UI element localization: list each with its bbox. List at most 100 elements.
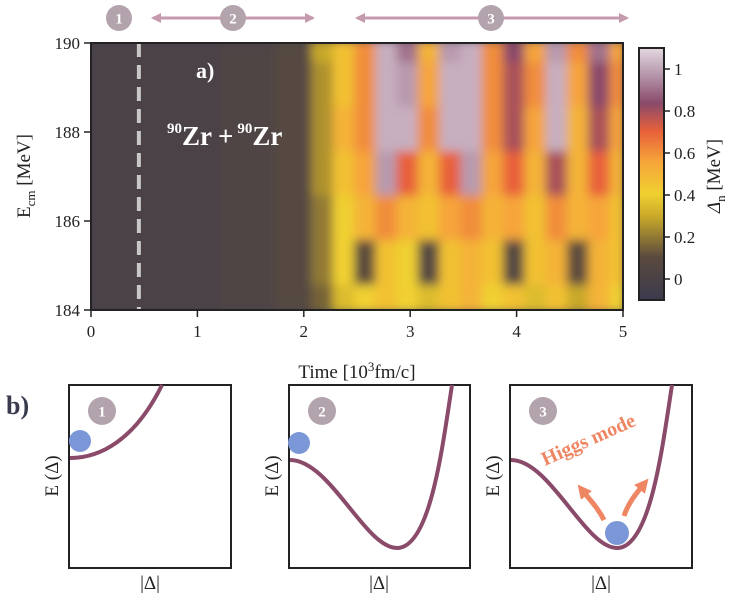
potential-panel-2: 2 |Δ| E (Δ): [262, 384, 471, 594]
heatmap-cell: [167, 284, 227, 310]
phase-1-state-ball: [69, 430, 91, 452]
colorbar-label-unit: [MeV]: [704, 139, 725, 195]
heatmap-cell: [114, 284, 174, 310]
heatmap-cells: [91, 43, 623, 310]
heatmap-cell: [221, 284, 281, 310]
reaction-mass-1: 90: [167, 121, 182, 137]
colorbar-tick-label: 0.6: [674, 144, 695, 163]
panel-b3-xlabel: |Δ|: [591, 573, 611, 594]
panel-b3-ylabel: E (Δ): [483, 455, 504, 496]
potential-panel-1: 1 |Δ| E (Δ): [42, 384, 232, 594]
phase-1-label: 1: [115, 12, 123, 28]
heatmap-cell: [114, 195, 174, 247]
heatmap-cell: [221, 106, 281, 158]
y-axis-label-sub: cm: [23, 190, 38, 206]
heatmap-cell: [114, 106, 174, 158]
heatmap-cell: [274, 284, 318, 310]
panel-b2-badge: [308, 397, 336, 425]
x-axis-label: Time [103fm/c]: [298, 359, 415, 383]
heatmap-cell: [274, 195, 318, 247]
x-axis-ticks: 0 1 2 3 4 5: [87, 310, 628, 341]
colorbar-gradient: [638, 47, 665, 301]
x-axis-label-sup: 3: [368, 359, 375, 374]
x-tick-label: 2: [300, 322, 309, 341]
heatmap-cell: [274, 106, 318, 158]
x-tick-label: 0: [87, 322, 96, 341]
colorbar-label: Δn [MeV]: [704, 139, 728, 214]
heatmap-cell: [609, 240, 623, 291]
colorbar-label-main: Δ: [704, 202, 725, 214]
y-axis-label: Ecm [MeV]: [14, 134, 38, 218]
heatmap-cell: [609, 195, 623, 247]
y-tick-label: 190: [55, 34, 81, 53]
panel-b1-badge: [88, 397, 116, 425]
reaction-element-2: Zr: [252, 121, 282, 151]
heatmap-cell: [609, 43, 623, 69]
heatmap-cell: [221, 195, 281, 247]
colorbar: 0 0.2 0.4 0.6 0.8 1 Δn [MeV]: [638, 47, 728, 301]
panel-b1-ylabel: E (Δ): [42, 455, 63, 496]
phase-2-label: 2: [229, 12, 237, 28]
heatmap-cell: [221, 151, 281, 202]
phase-3-state-ball: [605, 521, 629, 545]
colorbar-tick-label: 0.2: [674, 228, 695, 247]
potential-panel-3: 3 Higgs mode |Δ| E (Δ): [483, 384, 693, 594]
panel-b2-badge-label: 2: [318, 405, 326, 421]
heatmap-cell: [274, 151, 318, 202]
heatmap-cell: [221, 62, 281, 113]
panel-b2-xlabel: |Δ|: [369, 573, 389, 594]
heatmap-cell: [167, 195, 227, 247]
x-tick-label: 1: [193, 322, 202, 341]
heatmap-cell: [167, 151, 227, 202]
potential-curve-1: [69, 384, 164, 460]
x-axis-label-post: fm/c]: [374, 362, 415, 383]
panel-a-label: a): [196, 58, 214, 83]
colorbar-tick-label: 0: [674, 270, 683, 289]
heatmap-cell: [274, 240, 318, 291]
potential-curve-2: [289, 384, 454, 551]
higgs-arrow-left: [577, 484, 607, 522]
heatmap-cell: [609, 151, 623, 202]
panel-b3-badge: [529, 397, 557, 425]
phase-3-label: 3: [487, 12, 495, 28]
y-axis-label-unit: [MeV]: [14, 134, 35, 190]
y-tick-label: 188: [55, 123, 81, 142]
y-tick-label: 186: [55, 212, 81, 231]
higgs-arrow-right: [621, 478, 649, 517]
panel-b2-ylabel: E (Δ): [262, 455, 283, 496]
reaction-plus: +: [218, 121, 233, 151]
heatmap-cell: [114, 62, 174, 113]
colorbar-tick-label: 0.8: [674, 102, 695, 121]
colorbar-tick-label: 1: [674, 60, 683, 79]
colorbar-label-sub: n: [713, 195, 728, 202]
colorbar-ticks: 0 0.2 0.4 0.6 0.8 1: [664, 60, 696, 289]
y-axis-label-main: E: [14, 206, 35, 218]
heatmap-cell: [609, 106, 623, 158]
heatmap-cell: [167, 62, 227, 113]
reaction-label: 90Zr +90Zr: [167, 121, 282, 151]
panel-b1-badge-label: 1: [98, 405, 106, 421]
x-tick-label: 5: [619, 322, 628, 341]
phase-1-badge: [106, 5, 132, 31]
panel-b1-xlabel: |Δ|: [140, 573, 160, 594]
panel-b3-badge-label: 3: [539, 405, 547, 421]
heatmap-cell: [114, 240, 174, 291]
colorbar-tick-label: 0.4: [674, 186, 696, 205]
phase-markers: 1 2 3: [106, 5, 629, 31]
y-tick-label: 184: [55, 301, 81, 320]
heatmap-frame: [90, 42, 624, 311]
potential-curve-3: [510, 384, 674, 551]
panel-b-label: b): [6, 391, 29, 420]
heatmap-cell: [167, 240, 227, 291]
x-axis-label-pre: Time [10: [298, 362, 368, 383]
x-tick-label: 4: [512, 322, 521, 341]
reaction-mass-2: 90: [237, 121, 252, 137]
x-tick-label: 3: [406, 322, 415, 341]
phase-3-badge: [478, 5, 504, 31]
heatmap-cell: [114, 151, 174, 202]
phase-2-badge: [220, 5, 246, 31]
heatmap-cell: [609, 284, 623, 310]
heatmap-cell: [167, 106, 227, 158]
